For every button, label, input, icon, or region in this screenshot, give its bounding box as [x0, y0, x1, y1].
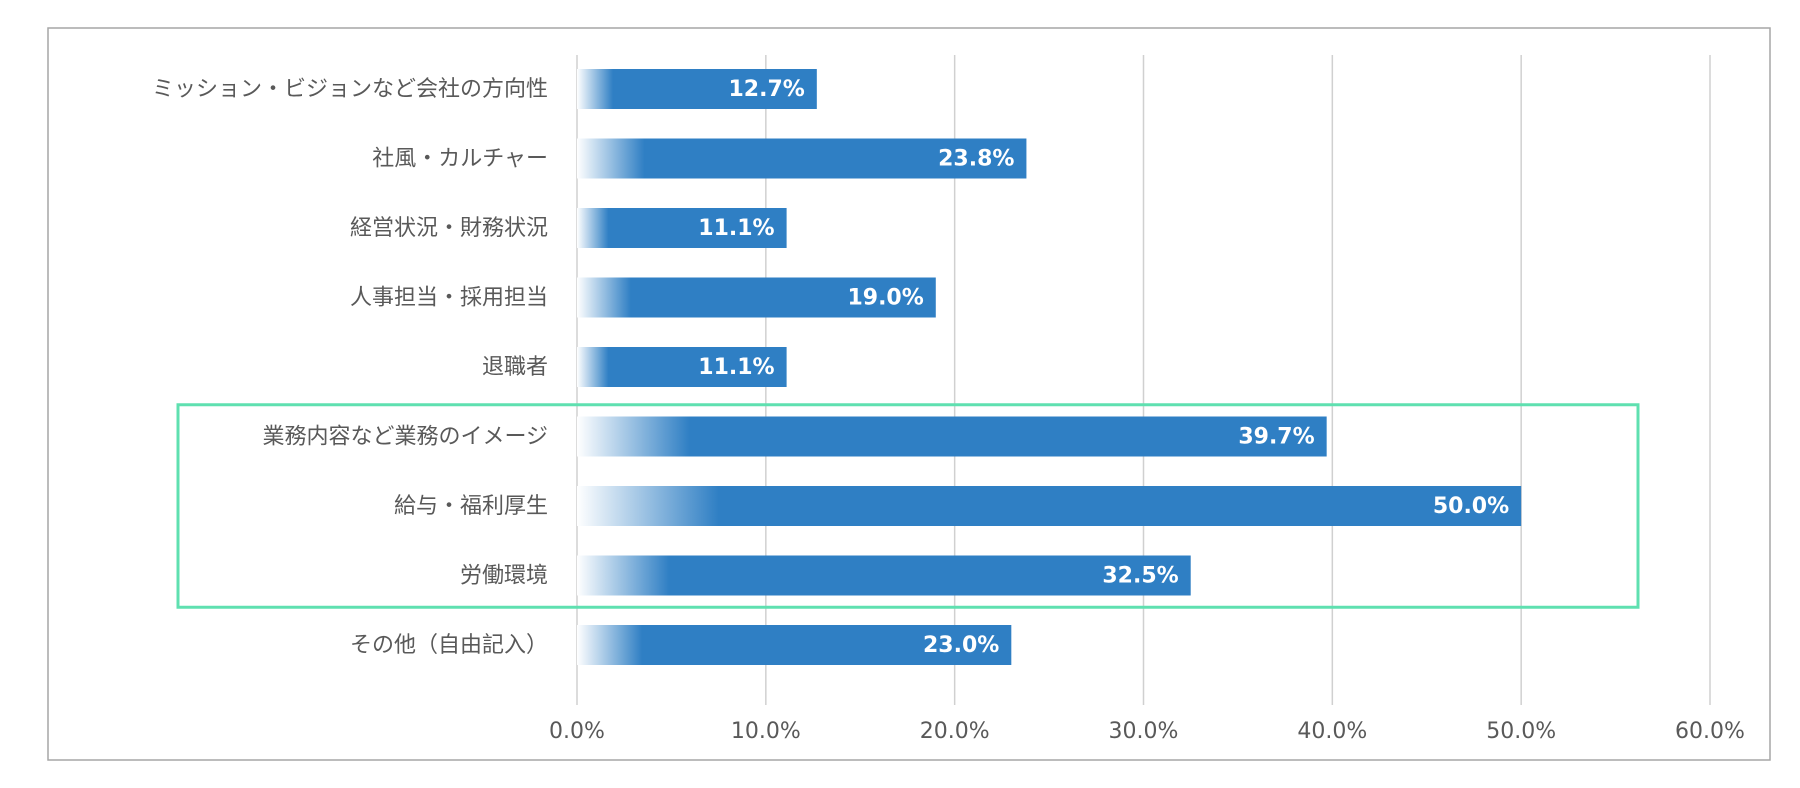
- x-tick-label: 10.0%: [731, 719, 801, 744]
- bar: [577, 69, 817, 109]
- data-label: 19.0%: [847, 286, 923, 311]
- category-label: その他（自由記入）: [350, 633, 548, 658]
- x-tick-label: 30.0%: [1109, 719, 1179, 744]
- category-labels: ミッション・ビジョンなど会社の方向性社風・カルチャー経営状況・財務状況人事担当・…: [152, 77, 548, 658]
- bar: [577, 486, 1522, 526]
- x-tick-label: 50.0%: [1486, 719, 1556, 744]
- bars: 12.7% 23.8% 11.1% 19.0% 11.1% 39.7% 50.0% 32.5%…: [577, 69, 1522, 665]
- data-label: 11.1%: [698, 216, 774, 241]
- data-label: 50.0%: [1433, 494, 1509, 519]
- bar: [577, 138, 1027, 179]
- category-label: ミッション・ビジョンなど会社の方向性: [152, 77, 548, 102]
- data-label: 12.7%: [728, 77, 804, 102]
- category-label: 業務内容など業務のイメージ: [262, 425, 548, 450]
- category-label: 給与・福利厚生: [394, 494, 548, 519]
- bar: [577, 208, 787, 248]
- x-tick-label: 40.0%: [1297, 719, 1367, 744]
- bar: [577, 277, 936, 318]
- x-tick-label: 20.0%: [920, 719, 990, 744]
- x-tick-label: 0.0%: [549, 719, 605, 744]
- category-label: 退職者: [482, 355, 548, 380]
- category-label: 社風・カルチャー: [372, 147, 548, 172]
- data-label: 23.8%: [938, 147, 1014, 172]
- bar: [577, 416, 1327, 457]
- bar: [577, 555, 1191, 596]
- chart-frame: [47, 27, 1771, 761]
- category-label: 人事担当・採用担当: [350, 286, 548, 311]
- data-label: 11.1%: [698, 355, 774, 380]
- data-label: 39.7%: [1238, 425, 1314, 450]
- category-label: 経営状況・財務状況: [350, 216, 548, 241]
- data-label: 23.0%: [923, 633, 999, 658]
- bar: [577, 347, 787, 387]
- category-label: 労働環境: [460, 564, 548, 589]
- bar: [577, 625, 1012, 665]
- data-label: 32.5%: [1102, 564, 1178, 589]
- x-axis-tick-labels: 0.0% 10.0% 20.0% 30.0% 40.0% 50.0% 60.0%: [549, 719, 1745, 744]
- x-tick-label: 60.0%: [1675, 719, 1745, 744]
- highlight-box: [176, 403, 1640, 609]
